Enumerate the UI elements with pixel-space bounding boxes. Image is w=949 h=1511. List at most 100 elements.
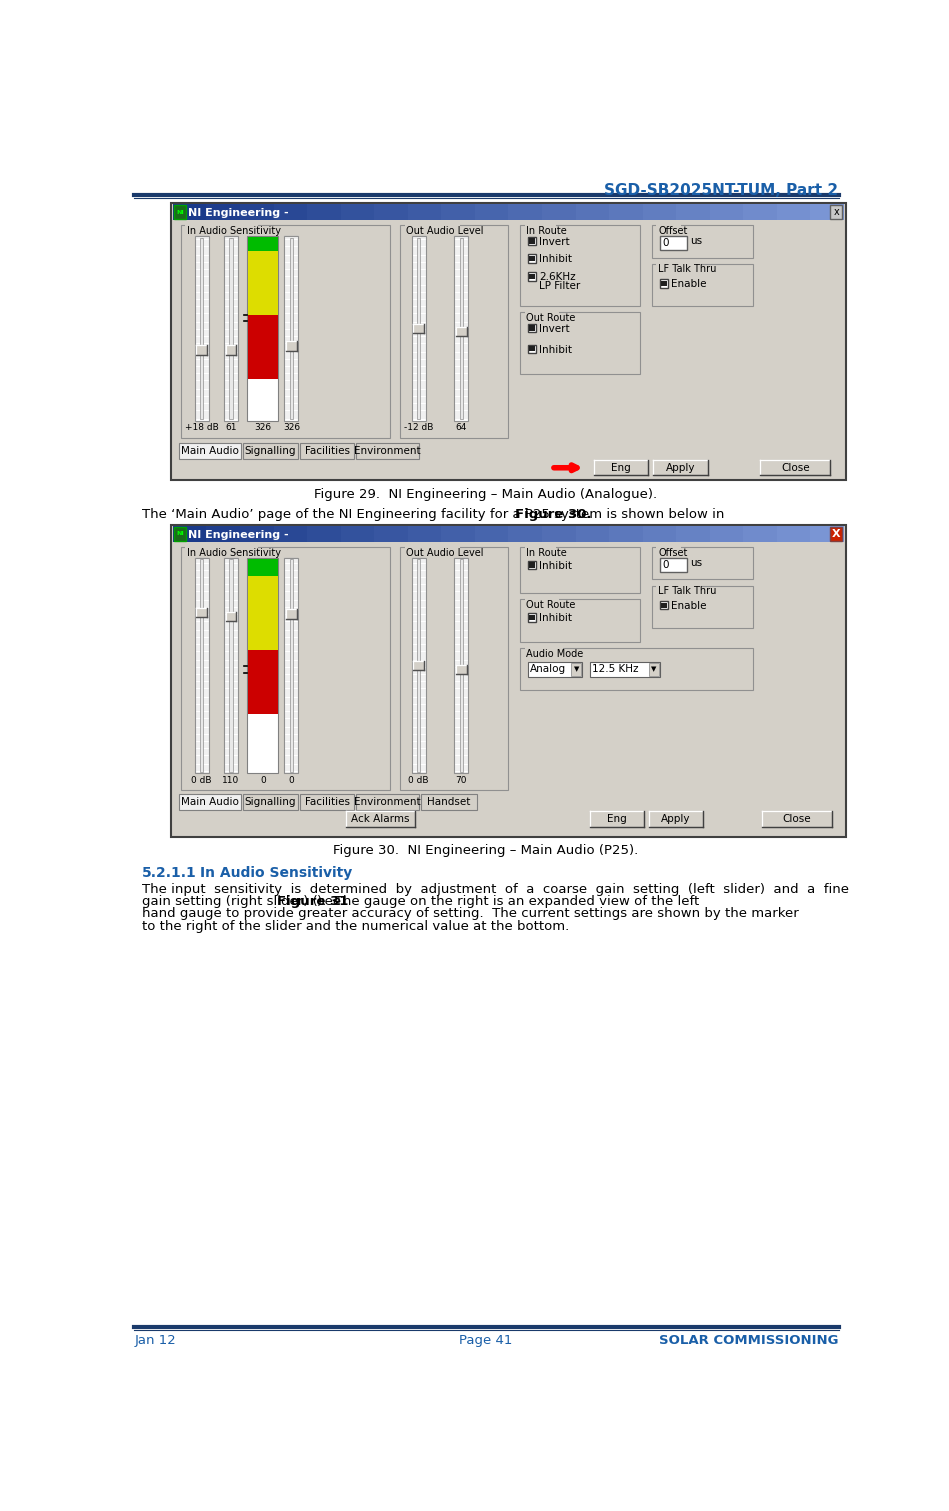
- Text: Page 41: Page 41: [459, 1334, 512, 1346]
- Bar: [525, 544, 556, 552]
- Bar: [180, 547, 390, 790]
- Bar: [528, 613, 536, 621]
- Bar: [240, 526, 273, 541]
- Bar: [528, 237, 536, 245]
- Text: Inhibit: Inhibit: [539, 613, 572, 624]
- Bar: [528, 323, 536, 332]
- Bar: [459, 237, 463, 419]
- Text: In Audio Sensitivity: In Audio Sensitivity: [187, 227, 281, 236]
- Bar: [525, 308, 559, 316]
- Text: Environment: Environment: [354, 796, 420, 807]
- Text: 64: 64: [456, 423, 467, 432]
- Text: Apply: Apply: [661, 814, 691, 823]
- Bar: [455, 236, 468, 420]
- Bar: [196, 346, 207, 355]
- Bar: [172, 202, 846, 480]
- Bar: [455, 558, 468, 774]
- Text: 12.5 KHz: 12.5 KHz: [592, 665, 639, 674]
- Text: In Route: In Route: [527, 548, 567, 558]
- Text: Inhibit: Inhibit: [539, 345, 572, 355]
- Bar: [341, 526, 374, 541]
- Bar: [404, 221, 460, 230]
- Bar: [248, 576, 277, 650]
- Bar: [173, 526, 207, 541]
- Bar: [649, 662, 659, 677]
- Text: NI: NI: [176, 210, 184, 215]
- Bar: [520, 600, 641, 642]
- Text: Inhibit: Inhibit: [539, 561, 572, 571]
- Bar: [289, 559, 293, 772]
- Bar: [356, 795, 419, 810]
- Text: Handset: Handset: [427, 796, 471, 807]
- Text: ▼: ▼: [574, 666, 579, 672]
- Bar: [341, 204, 374, 219]
- Bar: [307, 526, 341, 541]
- Bar: [285, 236, 298, 420]
- Bar: [520, 225, 641, 307]
- Bar: [677, 204, 710, 219]
- Text: The ‘Main Audio’ page of the NI Engineering facility for a P25 system is shown b: The ‘Main Audio’ page of the NI Engineer…: [141, 508, 729, 521]
- Bar: [456, 665, 467, 674]
- Text: LF Talk Thru: LF Talk Thru: [658, 586, 716, 597]
- Bar: [571, 662, 582, 677]
- Text: SOLAR COMMISSIONING: SOLAR COMMISSIONING: [660, 1334, 839, 1346]
- Text: 110: 110: [222, 775, 240, 784]
- Bar: [200, 237, 203, 419]
- Bar: [652, 547, 753, 579]
- Bar: [509, 204, 542, 219]
- Bar: [356, 443, 419, 458]
- Text: Enable: Enable: [671, 601, 707, 610]
- Bar: [710, 526, 743, 541]
- Text: Audio Mode: Audio Mode: [527, 648, 584, 659]
- Bar: [417, 237, 420, 419]
- Bar: [224, 236, 238, 420]
- Bar: [248, 236, 278, 420]
- Bar: [530, 239, 535, 243]
- Bar: [777, 204, 810, 219]
- Text: Ack Alarms: Ack Alarms: [351, 814, 410, 823]
- Bar: [207, 526, 240, 541]
- Text: Signalling: Signalling: [245, 796, 296, 807]
- Bar: [195, 236, 209, 420]
- Bar: [230, 237, 233, 419]
- Bar: [226, 612, 236, 621]
- Text: Inhibit: Inhibit: [539, 254, 572, 264]
- Bar: [180, 225, 390, 438]
- Bar: [273, 204, 307, 219]
- Bar: [525, 221, 556, 230]
- Bar: [530, 273, 535, 280]
- Bar: [660, 601, 668, 609]
- Text: NI Engineering -: NI Engineering -: [188, 209, 289, 218]
- Text: Invert: Invert: [539, 237, 570, 246]
- Text: SGD-SB2025NT-TUM, Part 2: SGD-SB2025NT-TUM, Part 2: [605, 183, 839, 198]
- Text: us: us: [691, 236, 702, 246]
- Text: to the right of the slider and the numerical value at the bottom.: to the right of the slider and the numer…: [141, 920, 569, 932]
- Bar: [195, 558, 209, 774]
- Bar: [528, 561, 536, 570]
- Bar: [175, 221, 843, 441]
- Bar: [248, 558, 278, 774]
- Bar: [195, 558, 209, 774]
- Text: Eng: Eng: [611, 462, 631, 473]
- Bar: [455, 558, 468, 774]
- Bar: [412, 236, 425, 420]
- Bar: [413, 660, 424, 671]
- Bar: [243, 443, 298, 458]
- Text: +18 dB: +18 dB: [185, 423, 218, 432]
- Bar: [542, 526, 575, 541]
- Bar: [400, 547, 509, 790]
- Bar: [661, 281, 666, 286]
- Bar: [207, 204, 240, 219]
- Text: hand gauge to provide greater accuracy of setting.  The current settings are sho: hand gauge to provide greater accuracy o…: [141, 908, 799, 920]
- Bar: [224, 558, 238, 774]
- Text: NI Engineering -: NI Engineering -: [188, 530, 289, 539]
- Bar: [810, 526, 844, 541]
- Bar: [661, 603, 666, 607]
- Bar: [657, 260, 701, 267]
- Bar: [660, 280, 668, 287]
- Bar: [172, 524, 846, 837]
- Bar: [224, 558, 238, 774]
- Bar: [660, 558, 687, 571]
- Bar: [652, 264, 753, 307]
- Text: Main Audio: Main Audio: [181, 796, 239, 807]
